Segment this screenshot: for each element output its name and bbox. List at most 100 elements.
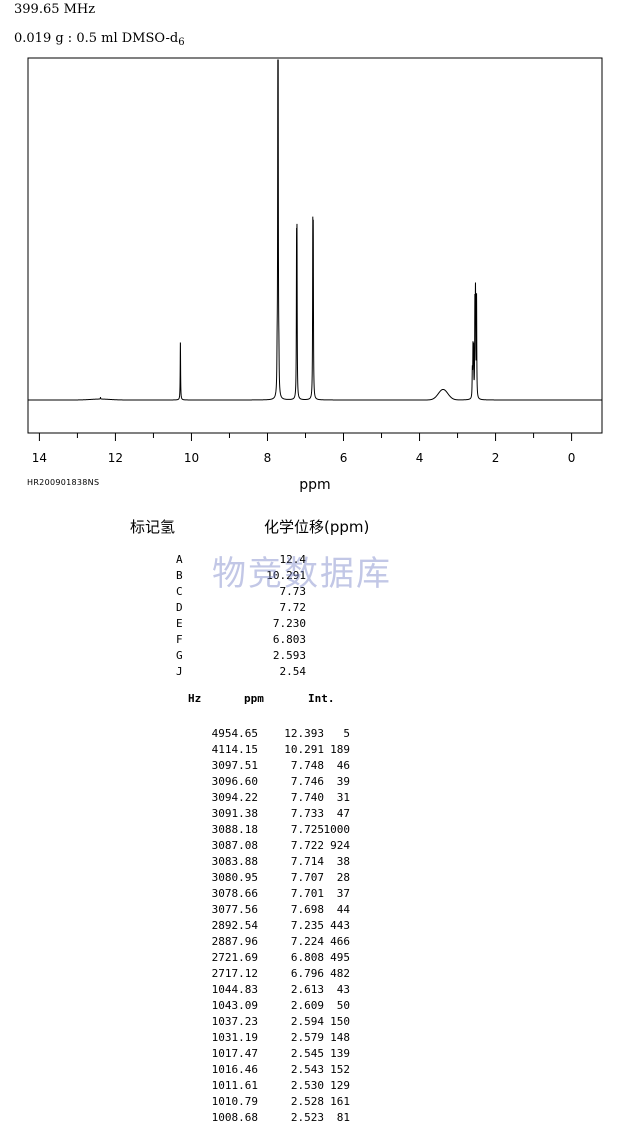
- nmr-spectrum-chart: 14 12 10 8 6 4 2 0 ppm: [27, 57, 603, 493]
- peak-hz: 2717.12: [211, 967, 258, 980]
- peak-row: 3083.88 7.714 38: [172, 854, 352, 870]
- x-tick-label: 10: [184, 451, 199, 465]
- assignment-row: J 2.54: [176, 664, 306, 680]
- peak-row: 3077.56 7.698 44: [172, 902, 352, 918]
- peak-ppm: 7.722: [290, 839, 324, 852]
- peak-row: 3087.08 7.722 924: [172, 838, 352, 854]
- peak-ppm: 2.543: [290, 1063, 324, 1076]
- peak-hz: 1017.47: [211, 1047, 258, 1060]
- peak-intensity: 46: [336, 759, 350, 772]
- chemical-shift: 6.803: [272, 633, 306, 646]
- peak-intensity: 44: [336, 903, 350, 916]
- peak-row: 1016.46 2.543 152: [172, 1062, 352, 1078]
- peak-hz: 3094.22: [211, 791, 258, 804]
- sample-description: 0.019 g : 0.5 ml DMSO-d6: [14, 31, 185, 48]
- peak-hz: 4114.15: [211, 743, 258, 756]
- peak-row: 4954.65 12.393 5: [172, 726, 352, 742]
- peak-intensity: 47: [336, 807, 350, 820]
- x-tick-label: 2: [492, 451, 500, 465]
- peak-intensity: 443: [330, 919, 350, 932]
- assignment-list: A 12.4 B 10.291 C 7.73 D 7.72 E 7.230 F 6.803 G 2.593…: [176, 552, 306, 680]
- peak-intensity: 150: [330, 1015, 350, 1028]
- peak-row: 2892.54 7.235 443: [172, 918, 352, 934]
- peak-hz: 1031.19: [211, 1031, 258, 1044]
- peak-intensity: 1000: [323, 823, 351, 836]
- x-axis-tick-labels: 14 12 10 8 6 4 2 0: [32, 451, 576, 465]
- peak-row: 1010.79 2.528 161: [172, 1094, 352, 1110]
- peak-row: 1044.83 2.613 43: [172, 982, 352, 998]
- peak-intensity: 31: [336, 791, 350, 804]
- sample-concentration: 0.019 g : 0.5 ml DMSO-d: [14, 31, 179, 46]
- chemical-shift: 7.230: [272, 617, 306, 630]
- peak-intensity: 482: [330, 967, 350, 980]
- hydrogen-label: G: [176, 649, 183, 662]
- peak-intensity: 148: [330, 1031, 350, 1044]
- peak-hz: 3097.51: [211, 759, 258, 772]
- watermark: 物竞数据库: [212, 554, 392, 594]
- peak-row: 2887.96 7.224 466: [172, 934, 352, 950]
- chemical-shift: 7.72: [279, 601, 307, 614]
- peak-ppm: 2.530: [290, 1079, 324, 1092]
- peak-hz: 1044.83: [211, 983, 258, 996]
- hydrogen-label: D: [176, 601, 183, 614]
- peak-hz: 3080.95: [211, 871, 258, 884]
- peak-intensity: 50: [336, 999, 350, 1012]
- assignment-row: C 7.73: [176, 584, 306, 600]
- peak-ppm: 10.291: [284, 743, 324, 756]
- peak-ppm: 6.796: [290, 967, 324, 980]
- assignment-row: D 7.72: [176, 600, 306, 616]
- peak-ppm: 2.545: [290, 1047, 324, 1060]
- peak-ppm: 2.609: [290, 999, 324, 1012]
- chemical-shift: 2.54: [279, 665, 307, 678]
- assignment-label-header: 标记氢: [130, 518, 176, 536]
- peak-hz: 3083.88: [211, 855, 258, 868]
- chemical-shift: 12.4: [279, 553, 307, 566]
- peak-row: 1017.47 2.545 139: [172, 1046, 352, 1062]
- hydrogen-label: F: [176, 633, 183, 646]
- peak-row: 3080.95 7.707 28: [172, 870, 352, 886]
- peak-hz: 3088.18: [211, 823, 258, 836]
- peak-intensity: 466: [330, 935, 350, 948]
- x-tick-label: 6: [340, 451, 348, 465]
- x-tick-label: 14: [32, 451, 47, 465]
- assignment-row: E 7.230: [176, 616, 306, 632]
- peak-hz: 1037.23: [211, 1015, 258, 1028]
- assignment-row: F 6.803: [176, 632, 306, 648]
- peak-ppm: 7.740: [290, 791, 324, 804]
- peak-intensity: 129: [330, 1079, 350, 1092]
- peak-row: 1043.09 2.609 50: [172, 998, 352, 1014]
- peak-hz: 1011.61: [211, 1079, 258, 1092]
- hydrogen-label: A: [176, 553, 183, 566]
- peak-intensity: 38: [336, 855, 350, 868]
- peak-row: 1037.23 2.594 150: [172, 1014, 352, 1030]
- peak-ppm: 7.748: [290, 759, 324, 772]
- hydrogen-label: B: [176, 569, 183, 582]
- spectrum-sheet-id: HR200901838NS: [27, 478, 100, 487]
- peak-ppm: 7.746: [290, 775, 324, 788]
- peak-intensity: 152: [330, 1063, 350, 1076]
- hydrogen-label: J: [176, 665, 183, 678]
- spectrum-trace: [28, 59, 602, 401]
- assignment-row: B 10.291: [176, 568, 306, 584]
- peak-hz: 3078.66: [211, 887, 258, 900]
- peak-intensity: 495: [330, 951, 350, 964]
- peak-ppm: 7.707: [290, 871, 324, 884]
- peak-ppm: 2.528: [290, 1095, 324, 1108]
- assignment-row: A 12.4: [176, 552, 306, 568]
- peak-hz: 1008.68: [211, 1111, 258, 1124]
- peak-row: 3091.38 7.733 47: [172, 806, 352, 822]
- peak-row: 1008.68 2.523 81: [172, 1110, 352, 1126]
- peak-row: 3097.51 7.748 46: [172, 758, 352, 774]
- assignment-row: G 2.593: [176, 648, 306, 664]
- int-column-header: Int.: [308, 692, 335, 705]
- peak-table: 4954.65 12.393 5 4114.15 10.291 189 3097.51 7.7…: [172, 726, 352, 1126]
- peak-hz: 4954.65: [211, 727, 258, 740]
- peak-intensity: 37: [336, 887, 350, 900]
- peak-ppm: 6.808: [290, 951, 324, 964]
- peak-intensity: 189: [330, 743, 350, 756]
- peak-row: 1031.19 2.579 148: [172, 1030, 352, 1046]
- peak-intensity: 39: [336, 775, 350, 788]
- chemical-shift: 2.593: [272, 649, 306, 662]
- chemical-shift: 7.73: [279, 585, 307, 598]
- peak-hz: 1043.09: [211, 999, 258, 1012]
